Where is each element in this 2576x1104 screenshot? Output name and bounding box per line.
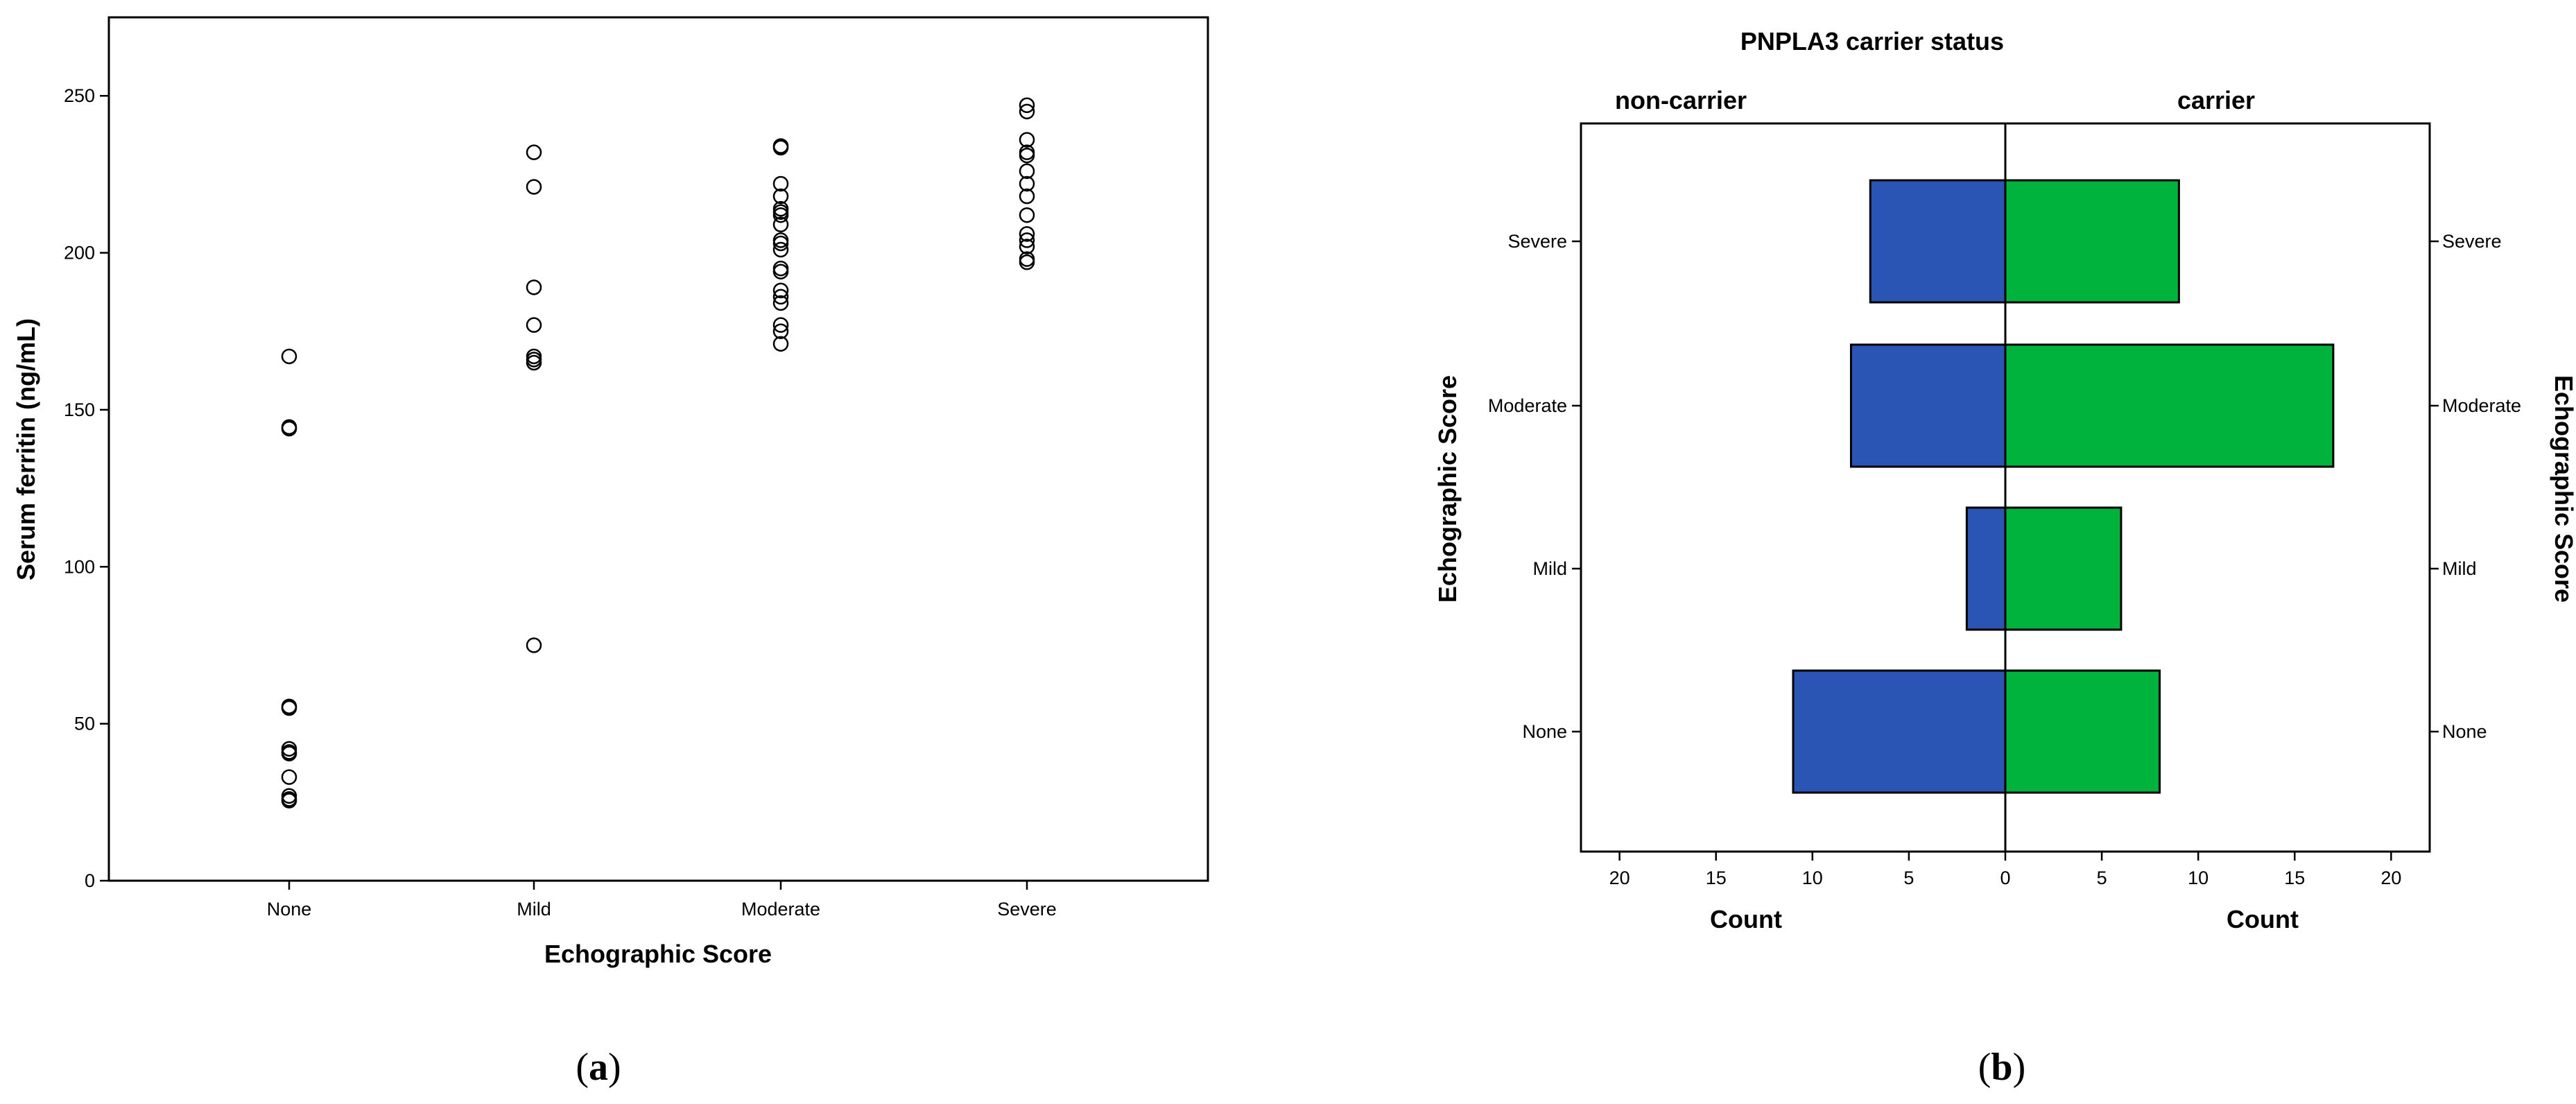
bar-non-carrier-mild [1965,506,2007,631]
data-point [281,769,297,785]
x-tick-label: 10 [1802,868,1823,888]
chart-title: PNPLA3 carrier status [1740,27,2004,55]
x-tick-label: 10 [2188,868,2208,888]
data-point [1019,132,1035,148]
x-tick-label: 20 [2380,868,2401,888]
data-point [1019,175,1035,192]
y-axis: Severe Severe Moderate Moderate Mild Mild None… [1488,231,2521,742]
data-point [772,175,789,192]
data-point [772,288,789,305]
y-axis-title: Serum ferritin (ng/mL) [12,318,40,580]
data-point [1019,232,1035,248]
data-point [772,241,789,258]
panel-b-caption: (b) [1978,1046,2025,1089]
x-tick-label: 20 [1609,868,1630,888]
data-point [1019,147,1035,164]
y-axis: 0 50 100 150 200 250 [64,85,109,891]
y-tick-label: 200 [64,243,95,264]
y-tick-label-left: Mild [1532,558,1567,579]
data-point [772,264,789,279]
data-point [1019,226,1035,242]
bar-carrier-moderate [2004,343,2335,468]
y-tick-label-left: Moderate [1488,395,1567,416]
data-point [772,207,789,223]
x-axis-title-left: Count [1710,905,1782,933]
x-tick-label: 5 [1903,868,1914,888]
data-point [526,637,542,653]
data-point [772,323,789,339]
x-tick-label: 15 [2284,868,2305,888]
data-point [772,282,789,299]
bar-carrier-severe [2004,179,2180,304]
x-axis-title: Echographic Score [544,940,772,968]
data-point [281,348,297,365]
series-label-non-carrier: non-carrier [1615,86,1747,114]
y-tick-label-right: Severe [2442,231,2502,252]
data-point [1019,97,1035,114]
bar-non-carrier-severe [1869,179,2007,304]
data-point [1019,239,1035,255]
y-tick-label: 50 [74,714,95,734]
data-point [772,260,789,277]
data-points [281,97,1035,809]
data-point [772,336,789,352]
data-point [526,179,542,195]
bar-carrier-none [2004,669,2161,794]
data-point [526,317,542,333]
data-point [526,144,542,160]
x-tick-label: Moderate [741,899,820,920]
data-point [526,354,542,371]
y-tick-label: 250 [64,85,95,106]
y-tick-label-right: Mild [2442,558,2477,579]
data-point [281,745,297,761]
x-tick-label: Mild [517,899,551,920]
y-tick-label-right: None [2442,721,2487,742]
scatter-chart: 0 50 100 150 200 250 None Mild Moderate Severe E… [12,16,1209,968]
x-tick-label: Severe [997,899,1057,920]
y-axis-title-right: Echographic Score [2550,375,2576,603]
pyramid-chart: PNPLA3 carrier status non-carrier carrie… [1433,27,2576,933]
data-point [772,235,789,252]
bar-non-carrier-moderate [1849,343,2007,468]
bars [1792,179,2335,794]
y-axis-title-left: Echographic Score [1433,375,1462,603]
data-point [772,188,789,205]
x-axis: None Mild Moderate Severe [267,881,1057,920]
data-point [1019,254,1035,270]
x-axis-title-right: Count [2227,905,2299,933]
panel-a-caption: (a) [576,1046,621,1089]
y-tick-label-left: None [1522,721,1567,742]
plot-frame [107,16,1209,882]
data-point [1019,188,1035,205]
y-tick-label: 0 [85,870,95,891]
x-tick-label: None [267,899,312,920]
bar-non-carrier-none [1792,669,2007,794]
data-point [281,698,297,714]
data-point [1019,207,1035,223]
y-tick-label: 100 [64,556,95,577]
bar-carrier-mild [2004,506,2123,631]
series-label-carrier: carrier [2177,86,2255,114]
y-tick-label-left: Severe [1507,231,1567,252]
y-tick-label-right: Moderate [2442,395,2521,416]
data-point [1019,163,1035,180]
x-tick-label: 5 [2097,868,2107,888]
data-point [526,352,542,368]
y-tick-label: 150 [64,399,95,420]
data-point [1019,103,1035,120]
data-point [772,139,789,156]
data-point [281,793,297,809]
data-point [772,216,789,233]
data-point [281,419,297,435]
data-point [526,279,542,295]
x-axis: 20 15 10 5 0 5 10 15 20 [1609,852,2401,888]
x-tick-label: 15 [1706,868,1727,888]
data-point [772,295,789,311]
data-point [772,317,789,333]
x-tick-label: 0 [2000,868,2010,888]
